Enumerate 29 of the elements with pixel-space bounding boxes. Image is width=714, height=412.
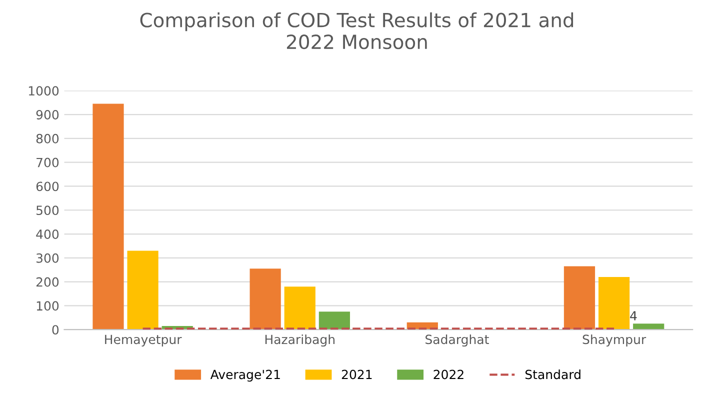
bar xyxy=(250,268,281,330)
y-tick-label: 800 xyxy=(36,134,59,144)
bar xyxy=(92,104,124,330)
x-tick-label: Hemayetpur xyxy=(105,334,182,347)
legend-label: 2022 xyxy=(434,370,464,380)
y-tick-label: 1000 xyxy=(28,86,59,96)
y-tick-label: 900 xyxy=(36,110,59,120)
y-tick-label: 0 xyxy=(52,325,59,335)
y-tick-label: 300 xyxy=(36,253,59,263)
data-label: 4 xyxy=(630,311,637,320)
bar xyxy=(127,250,158,330)
bar xyxy=(284,286,316,330)
x-tick-label: Hazaribagh xyxy=(265,334,334,347)
y-tick-label: 600 xyxy=(36,182,59,192)
y-tick-label: 500 xyxy=(36,206,59,216)
x-tick-label: Sadarghat xyxy=(426,334,489,347)
legend-label: 2021 xyxy=(342,370,372,380)
x-tick-label: Shaympur xyxy=(582,334,646,347)
bar xyxy=(598,277,630,330)
y-tick-label: 700 xyxy=(36,158,59,168)
bar xyxy=(318,312,350,330)
y-tick-label: 100 xyxy=(36,301,59,311)
bar xyxy=(564,266,596,330)
y-tick-label: 200 xyxy=(36,277,59,287)
y-tick-label: 400 xyxy=(36,229,59,239)
legend-label: Average'21 xyxy=(210,370,280,382)
bar xyxy=(633,324,664,330)
chart-title: Comparison of COD Test Results of 2021 and 2022 Monsoon xyxy=(140,12,574,50)
legend-label: Standard xyxy=(525,370,580,380)
